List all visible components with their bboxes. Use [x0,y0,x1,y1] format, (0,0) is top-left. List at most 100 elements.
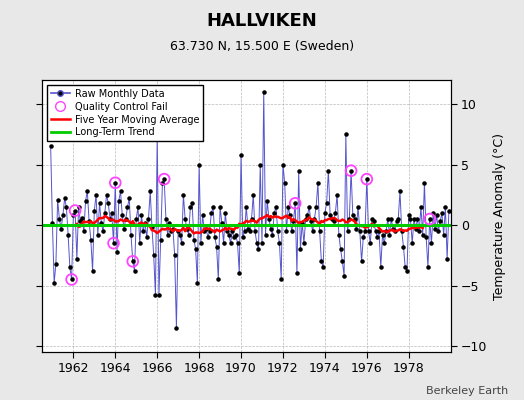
Point [291,200,299,206]
Point [389,226,397,232]
Point [125,195,134,202]
Point [66,264,74,270]
Point [153,131,161,138]
Point [425,216,434,222]
Point [364,228,373,234]
Point [136,240,144,246]
Point [399,244,408,250]
Point [413,216,422,222]
Point [233,240,242,246]
Point [167,228,176,234]
Point [382,228,390,234]
Point [158,180,167,186]
Point [294,168,303,174]
Point [174,228,182,234]
Point [275,240,283,246]
Point [317,258,325,264]
Point [438,210,446,216]
Point [277,276,286,283]
Point [188,200,196,206]
Point [115,198,123,204]
Point [432,212,441,218]
Point [359,234,367,240]
Point [146,188,155,194]
Point [309,228,317,234]
Point [73,256,81,262]
Point [284,204,292,210]
Point [163,232,172,238]
Point [406,216,414,222]
Point [101,210,109,216]
Point [282,228,291,234]
Point [94,232,102,238]
Point [312,204,320,210]
Point [261,232,270,238]
Point [184,232,193,238]
Point [69,212,78,218]
Text: HALLVIKEN: HALLVIKEN [206,12,318,30]
Point [143,234,151,240]
Point [71,207,79,214]
Point [326,212,334,218]
Point [160,176,168,182]
Point [89,268,97,274]
Point [315,228,324,234]
Point [220,240,228,246]
Point [111,180,119,186]
Point [242,204,250,210]
Point [357,258,366,264]
Point [403,268,411,274]
Point [338,258,346,264]
Point [372,228,380,234]
Point [256,162,265,168]
Point [111,180,119,186]
Point [221,210,230,216]
Point [303,212,312,218]
Point [81,198,90,204]
Point [340,273,348,279]
Point [144,216,152,222]
Point [104,200,113,206]
Point [190,236,198,243]
Point [274,228,282,234]
Point [366,240,375,246]
Point [165,220,173,226]
Point [263,198,271,204]
Point [128,258,137,264]
Point [132,216,140,222]
Point [212,244,221,250]
Point [280,180,289,186]
Point [441,204,450,210]
Point [196,240,205,246]
Point [64,232,72,238]
Point [80,228,88,234]
Point [92,192,100,198]
Point [68,276,76,283]
Point [420,180,429,186]
Point [122,216,130,222]
Point [151,292,160,298]
Point [408,240,417,246]
Point [205,228,214,234]
Point [186,204,194,210]
Point [139,228,147,234]
Point [425,216,434,222]
Point [384,216,392,222]
Point [373,234,381,240]
Point [301,216,310,222]
Point [385,232,394,238]
Point [214,276,223,283]
Point [76,218,84,225]
Point [314,180,322,186]
Point [319,264,328,270]
Point [419,232,427,238]
Point [249,192,257,198]
Point [179,192,188,198]
Point [378,232,387,238]
Point [321,210,329,216]
Point [331,210,340,216]
Point [244,226,252,232]
Point [434,228,443,234]
Point [322,200,331,206]
Point [60,195,69,202]
